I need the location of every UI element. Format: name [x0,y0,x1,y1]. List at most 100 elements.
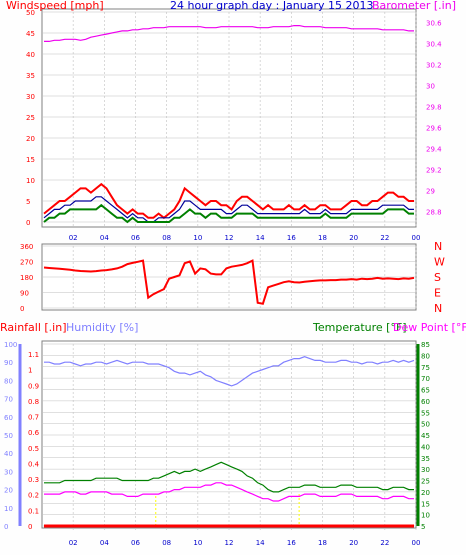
temp-tick-label: 80 [421,352,430,360]
rain-tick-label: 1 [28,367,32,375]
barometer-tick-label: 29.8 [426,104,442,112]
temperature-line [44,461,414,493]
temp-tick-label: 50 [421,421,430,429]
temp-tick-label: 30 [421,466,430,474]
x-tick-label: 14 [256,539,265,547]
humidity-tick-label: 10 [4,505,13,513]
direction-tick-label: 0 [20,305,24,313]
humidity-tick-label: 90 [4,359,13,367]
temp-tick-label: 65 [421,387,430,395]
humidity-tick-label: 20 [4,487,13,495]
barometer-tick-label: 30 [426,83,435,91]
temp-tick-label: 25 [421,478,430,486]
rain-tick-label: 0.7 [28,414,39,422]
wind-tick-label: 45 [26,30,35,38]
dewpoint-label: Dew Point [°F] [393,321,466,334]
rain-tick-label: 0.4 [28,460,40,468]
x-tick-label: 04 [100,539,109,547]
x-tick-label: 20 [349,539,358,547]
x-tick-label: 22 [380,539,389,547]
rain-tick-label: 0.1 [28,507,39,515]
temp-tick-label: 70 [421,375,430,383]
temp-tick-label: 35 [421,455,430,463]
humidity-label: Humidity [%] [66,321,138,334]
x-tick-label: 08 [162,539,171,547]
x-tick-label: 16 [287,539,296,547]
wind-gust-line [43,182,414,220]
humidity-tick-label: 80 [4,377,13,385]
temp-tick-label: 60 [421,398,430,406]
barometer-tick-label: 29.2 [426,167,442,175]
chart-title: 24 hour graph day : January 15 2013 [170,0,374,12]
humidity-line [44,356,415,387]
x-tick-label: 10 [193,539,202,547]
humidity-tick-label: 100 [4,341,17,349]
temp-tick-label: 15 [421,500,430,508]
x-tick-label: 10 [193,234,202,242]
temp-tick-label: 85 [421,341,430,349]
compass-letter: E [434,287,441,300]
direction-tick-label: 270 [20,259,33,267]
wind-avg-line [43,196,414,223]
barometer-tick-label: 29.6 [426,125,442,133]
barometer-tick-label: 29.4 [426,146,442,154]
x-tick-label: 20 [349,234,358,242]
x-tick-label: 00 [412,539,421,547]
x-tick-label: 08 [162,234,171,242]
rainfall-label: Rainfall [.in] [0,321,67,334]
x-tick-label: 14 [256,234,265,242]
wind-tick-label: 20 [26,135,35,143]
direction-tick-label: 90 [20,290,29,298]
wind-tick-label: 5 [26,198,30,206]
humidity-tick-label: 30 [4,468,13,476]
temperature-label: Temperature [°F] [312,321,407,334]
temp-tick-label: 5 [421,523,425,531]
direction-tick-label: 360 [20,243,33,251]
rain-tick-label: 0.5 [28,445,39,453]
barometer-label: Barometer [.in] [372,0,456,12]
x-tick-label: 18 [318,539,327,547]
x-tick-label: 04 [100,234,109,242]
humidity-tick-label: 60 [4,414,13,422]
x-tick-label: 22 [380,234,389,242]
humidity-tick-label: 40 [4,450,13,458]
rain-tick-label: 0.3 [28,476,39,484]
barometer-line [44,25,414,42]
temp-tick-label: 10 [421,512,430,520]
compass-letter: S [434,271,441,284]
humidity-tick-label: 70 [4,396,13,404]
wind-tick-label: 0 [26,219,30,227]
wind-speed-line [43,203,414,224]
rain-tick-label: 0.6 [28,429,40,437]
x-tick-label: 02 [69,234,78,242]
rain-tick-label: 0 [28,523,32,531]
rain-tick-label: 0.9 [28,382,39,390]
temp-tick-label: 45 [421,432,430,440]
windspeed-label: Windspeed [mph] [6,0,104,12]
compass-letter: N [434,302,442,315]
barometer-tick-label: 30.4 [426,41,442,49]
x-tick-label: 06 [131,234,140,242]
barometer-tick-label: 29 [426,188,435,196]
compass-letter: N [434,240,442,253]
temp-tick-label: 55 [421,409,430,417]
wind-tick-label: 50 [26,9,35,17]
barometer-tick-label: 30.6 [426,20,442,28]
barometer-tick-label: 30.2 [426,62,442,70]
x-tick-label: 12 [225,234,234,242]
temp-tick-label: 20 [421,489,430,497]
wind-tick-label: 10 [26,177,35,185]
rain-tick-label: 0.2 [28,492,39,500]
direction-tick-label: 180 [20,274,33,282]
temp-tick-label: 75 [421,364,430,372]
x-tick-label: 18 [318,234,327,242]
wind-tick-label: 35 [26,72,35,80]
wind-tick-label: 30 [26,93,35,101]
rain-tick-label: 1.1 [28,351,39,359]
compass-letter: W [434,256,445,269]
x-tick-label: 16 [287,234,296,242]
temp-tick-label: 40 [421,443,430,451]
humidity-tick-label: 0 [4,523,8,531]
